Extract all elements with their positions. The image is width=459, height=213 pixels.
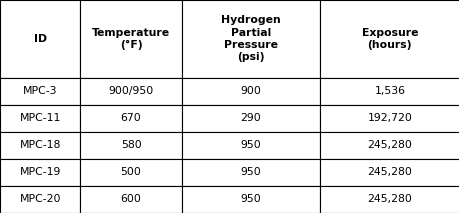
Bar [80, 186, 181, 213]
Bar [181, 132, 319, 159]
Text: 950: 950 [240, 167, 261, 177]
Bar [181, 78, 319, 105]
Bar [0, 159, 80, 186]
Text: 900/950: 900/950 [108, 86, 153, 96]
Bar [319, 0, 459, 78]
Bar [80, 105, 181, 132]
Bar [181, 105, 319, 132]
Text: Temperature
(°F): Temperature (°F) [92, 28, 170, 50]
Bar [0, 105, 80, 132]
Bar [181, 186, 319, 213]
Bar [319, 159, 459, 186]
Bar [181, 0, 319, 78]
Text: 245,280: 245,280 [367, 194, 411, 204]
Bar [80, 132, 181, 159]
Text: MPC-11: MPC-11 [20, 113, 61, 123]
Text: 500: 500 [120, 167, 141, 177]
Text: MPC-18: MPC-18 [20, 140, 61, 150]
Text: MPC-3: MPC-3 [23, 86, 57, 96]
Text: 670: 670 [120, 113, 141, 123]
Bar [80, 159, 181, 186]
Bar [319, 105, 459, 132]
Text: MPC-19: MPC-19 [20, 167, 61, 177]
Text: MPC-20: MPC-20 [19, 194, 61, 204]
Bar [319, 186, 459, 213]
Text: 245,280: 245,280 [367, 167, 411, 177]
Bar [80, 0, 181, 78]
Text: 1,536: 1,536 [374, 86, 404, 96]
Text: Exposure
(hours): Exposure (hours) [361, 28, 417, 50]
Text: 900: 900 [240, 86, 261, 96]
Text: 600: 600 [120, 194, 141, 204]
Text: 245,280: 245,280 [367, 140, 411, 150]
Bar [319, 132, 459, 159]
Bar [0, 132, 80, 159]
Text: 950: 950 [240, 194, 261, 204]
Bar [80, 78, 181, 105]
Bar [0, 186, 80, 213]
Text: 192,720: 192,720 [367, 113, 411, 123]
Bar [319, 78, 459, 105]
Bar [181, 159, 319, 186]
Text: Hydrogen
Partial
Pressure
(psi): Hydrogen Partial Pressure (psi) [220, 15, 280, 62]
Text: 580: 580 [120, 140, 141, 150]
Text: ID: ID [34, 34, 47, 44]
Bar [0, 0, 80, 78]
Bar [0, 78, 80, 105]
Text: 950: 950 [240, 140, 261, 150]
Text: 290: 290 [240, 113, 261, 123]
